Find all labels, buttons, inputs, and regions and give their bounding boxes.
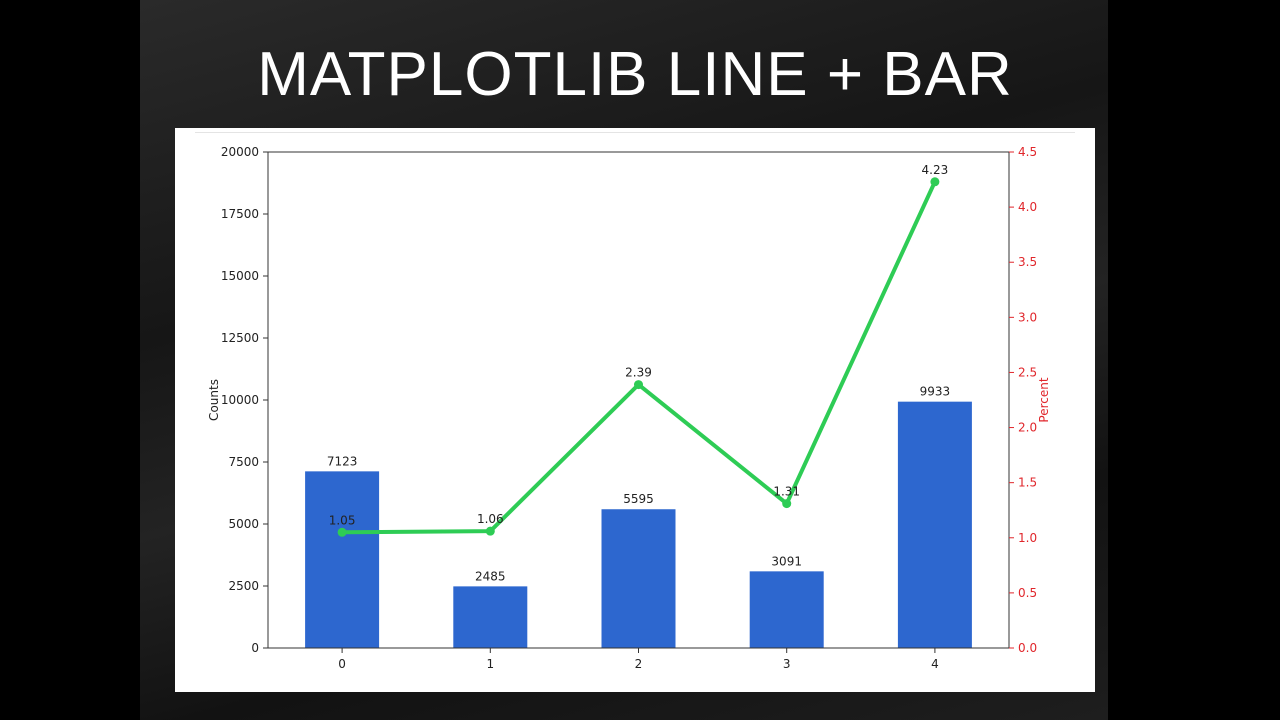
xtick-label-2: 2 — [635, 657, 643, 671]
labels-layer: 7123 2485 5595 3091 9933 1.05 1.06 2.39 1.31 4.23 — [327, 163, 950, 584]
y2tick-label-3.5: 3.5 — [1018, 255, 1037, 269]
y2tick-label-4.5: 4.5 — [1018, 145, 1037, 159]
ytick-label-10000: 10000 — [221, 393, 259, 407]
bar-label-4: 9933 — [920, 385, 951, 399]
y2tick-label-0.0: 0.0 — [1018, 641, 1037, 655]
bar-label-0: 7123 — [327, 454, 358, 468]
bar-label-2: 5595 — [623, 492, 654, 506]
line-point-3 — [782, 499, 792, 509]
line-label-3: 1.31 — [773, 485, 800, 499]
panel-top-strip — [195, 128, 1075, 133]
y2tick-label-4.0: 4.0 — [1018, 200, 1037, 214]
ytick-label-17500: 17500 — [221, 207, 259, 221]
percent-line — [342, 180, 937, 535]
ytick-label-7500: 7500 — [228, 455, 259, 469]
line-point-4 — [930, 177, 940, 187]
bar-1 — [453, 586, 528, 648]
xtick-label-4: 4 — [931, 657, 939, 671]
line-point-1 — [485, 526, 495, 536]
line-layer — [337, 177, 940, 537]
bar-2 — [601, 509, 676, 648]
bar-3 — [749, 571, 824, 648]
xtick-label-0: 0 — [338, 657, 346, 671]
bars-layer — [305, 401, 972, 648]
y2tick-label-2.5: 2.5 — [1018, 365, 1037, 379]
y2tick-label-2.0: 2.0 — [1018, 421, 1037, 435]
line-label-1: 1.06 — [477, 512, 504, 526]
y2tick-label-1.5: 1.5 — [1018, 476, 1037, 490]
bar-4 — [897, 401, 972, 648]
y2tick-label-3.0: 3.0 — [1018, 310, 1037, 324]
ytick-label-12500: 12500 — [221, 331, 259, 345]
slide-title: MATPLOTLIB LINE + BAR — [257, 40, 1013, 109]
line-label-0: 1.05 — [329, 513, 356, 527]
line-label-2: 2.39 — [625, 366, 652, 380]
bar-0 — [305, 471, 380, 648]
bar-label-3: 3091 — [771, 554, 802, 568]
xtick-label-3: 3 — [783, 657, 791, 671]
line-point-0 — [337, 527, 347, 537]
y2-axis-label: Percent — [1037, 377, 1051, 422]
xtick-label-1: 1 — [486, 657, 494, 671]
ytick-label-15000: 15000 — [221, 269, 259, 283]
y2tick-label-0.5: 0.5 — [1018, 586, 1037, 600]
y-axis-label: Counts — [207, 379, 221, 421]
ytick-label-0: 0 — [251, 641, 259, 655]
axes-layer: 0 2500 5000 7500 10000 12500 15000 17500 20000 0.… — [207, 145, 1051, 671]
line-label-4: 4.23 — [922, 163, 949, 177]
ytick-label-5000: 5000 — [228, 517, 259, 531]
bar-label-1: 2485 — [475, 569, 506, 583]
ytick-label-2500: 2500 — [228, 579, 259, 593]
ytick-label-20000: 20000 — [221, 145, 259, 159]
line-point-2 — [634, 380, 643, 390]
y2tick-label-1.0: 1.0 — [1018, 531, 1037, 545]
